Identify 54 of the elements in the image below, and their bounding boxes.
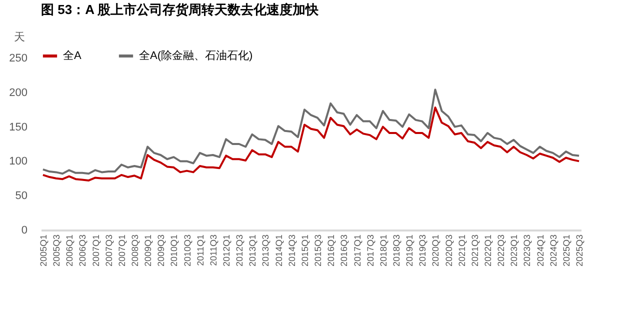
x-tick-label: 2019Q3	[418, 234, 428, 267]
y-tick-label: 200	[9, 86, 28, 99]
x-tick-label: 2009Q1	[143, 234, 154, 267]
x-tick-label: 2005Q1	[38, 234, 48, 267]
x-tick-label: 2015Q1	[300, 234, 310, 267]
y-tick-label: 250	[9, 52, 28, 64]
x-tick-label: 2013Q3	[260, 234, 271, 267]
x-tick-label: 2007Q1	[90, 234, 101, 267]
x-tick-label: 2022Q3	[496, 234, 506, 267]
chart-title: 图 53：A 股上市公司存货周转天数去化速度加快	[41, 2, 320, 17]
x-tick-label: 2021Q3	[470, 234, 480, 267]
x-tick-label: 2020Q1	[430, 234, 441, 267]
legend-label: 全A(除金融、石油石化)	[139, 49, 253, 62]
x-tick-label: 2009Q3	[156, 234, 166, 267]
x-tick-label: 2006Q1	[64, 234, 75, 267]
x-tick-label: 2007Q1	[116, 234, 127, 267]
x-tick-label: 2018Q1	[378, 234, 388, 267]
x-tick-label: 2015Q3	[313, 234, 324, 267]
y-tick-label: 150	[9, 121, 28, 134]
x-tick-label: 2012Q3	[234, 234, 245, 267]
x-tick-label: 2017Q3	[365, 234, 376, 267]
x-tick-label: 2008Q3	[130, 234, 140, 267]
x-tick-label: 2007Q3	[104, 234, 114, 267]
x-tick-label: 2019Q1	[404, 234, 415, 267]
x-tick-label: 2011Q1	[195, 234, 206, 266]
x-tick-label: 2016Q3	[339, 234, 350, 267]
x-tick-label: 2018Q3	[391, 234, 402, 267]
x-tick-label: 2024Q1	[535, 234, 546, 267]
x-tick-label: 2012Q1	[222, 234, 232, 267]
x-tick-label: 2021Q1	[456, 234, 467, 267]
y-tick-label: 50	[15, 190, 28, 202]
x-tick-label: 2010Q1	[169, 234, 180, 267]
legend-label: 全A	[63, 50, 82, 62]
x-tick-label: 2013Q1	[248, 234, 258, 267]
x-tick-label: 2020Q3	[444, 234, 454, 267]
x-tick-label: 2017Q1	[352, 234, 362, 267]
x-tick-label: 2023Q1	[509, 234, 520, 267]
x-tick-label: 2006Q3	[78, 234, 88, 267]
x-tick-label: 2023Q3	[522, 234, 532, 267]
line-series	[42, 106, 580, 182]
y-tick-label: 0	[21, 224, 28, 236]
x-tick-label: 2014Q1	[274, 234, 284, 267]
y-axis-title: 天	[14, 32, 25, 44]
x-tick-label: 2010Q3	[182, 234, 192, 267]
x-tick-label: 2022Q1	[483, 234, 494, 267]
line-series	[42, 88, 580, 175]
x-tick-label: 2011Q3	[208, 234, 218, 266]
x-tick-label: 2016Q1	[326, 234, 336, 267]
x-tick-label: 2025Q1	[561, 234, 572, 267]
x-tick-label: 2005Q3	[52, 234, 62, 267]
x-tick-label: 2024Q3	[548, 234, 558, 267]
x-tick-label: 2025Q3	[574, 234, 585, 267]
y-tick-label: 100	[9, 156, 28, 168]
x-tick-label: 2014Q3	[286, 234, 297, 267]
